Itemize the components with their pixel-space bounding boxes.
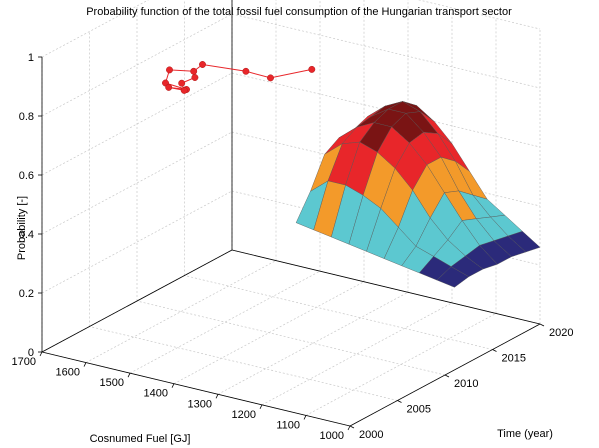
axis-line bbox=[41, 249, 233, 353]
series-marker bbox=[308, 65, 316, 73]
series-marker bbox=[191, 74, 199, 81]
y-tick-label: 2005 bbox=[407, 404, 431, 416]
x-tick-label: 1100 bbox=[276, 419, 300, 431]
y-tick-mark bbox=[539, 323, 545, 327]
series-marker bbox=[242, 67, 250, 75]
chart-title: Probability function of the total fossil… bbox=[86, 6, 512, 18]
x-tick-mark bbox=[303, 415, 307, 420]
z-tick-label: 0.8 bbox=[19, 111, 34, 123]
series-line bbox=[162, 61, 316, 94]
grid-line-year-floor bbox=[89, 326, 398, 401]
tick-labels: 1000 1100 1200 1300 1400 1500 1600 1700 2000 2005… bbox=[12, 52, 574, 442]
grid-line-prob-wall2 bbox=[231, 72, 541, 148]
series-marker bbox=[166, 66, 173, 74]
x-tick-label: 1400 bbox=[144, 388, 168, 400]
surface-patch bbox=[436, 266, 470, 288]
z-tick-label: 1 bbox=[28, 52, 34, 64]
y-tick-mark bbox=[349, 425, 355, 429]
x-tick-label: 1500 bbox=[100, 377, 124, 389]
series-marker bbox=[165, 83, 173, 91]
y-axis-label: Time (year) bbox=[497, 428, 553, 440]
x-tick-mark bbox=[39, 351, 43, 357]
x-tick-label: 1200 bbox=[232, 409, 256, 421]
grid-line-prob-wall2 bbox=[231, 13, 541, 89]
z-tick-label: 0.6 bbox=[19, 170, 34, 182]
x-tick-mark bbox=[83, 362, 87, 367]
axes-frame bbox=[41, 0, 541, 427]
x-tick-label: 1600 bbox=[56, 367, 80, 379]
y-tick-label: 2020 bbox=[549, 327, 573, 339]
x-tick-mark bbox=[127, 372, 131, 378]
series-marker bbox=[180, 86, 188, 94]
series-marker bbox=[199, 61, 206, 68]
z-axis-label: Probability [-] bbox=[16, 196, 28, 260]
y-tick-mark bbox=[397, 400, 402, 403]
series-marker bbox=[190, 67, 198, 75]
x-tick-label: 1300 bbox=[188, 398, 212, 410]
y-tick-label: 2015 bbox=[502, 353, 526, 365]
grid-line-year-floor bbox=[136, 300, 446, 376]
z-tick-label: 0.2 bbox=[19, 288, 34, 300]
axis-line bbox=[231, 249, 541, 325]
z-tick-label: 0.4 bbox=[19, 229, 34, 241]
grid-line-prob-wall2 bbox=[231, 131, 541, 207]
x-tick-mark bbox=[259, 404, 263, 410]
x-tick-mark bbox=[347, 425, 351, 431]
x-tick-label: 1700 bbox=[12, 356, 36, 368]
y-tick-mark bbox=[492, 349, 497, 352]
grid-line-prob-wall2 bbox=[231, 190, 541, 266]
y-tick-mark bbox=[444, 374, 450, 378]
y-tick-label: 2000 bbox=[359, 429, 383, 441]
grid-line-fuel-floor bbox=[217, 291, 409, 395]
axis-line bbox=[41, 351, 351, 427]
series-marker bbox=[178, 79, 186, 87]
x-tick-label: 1000 bbox=[320, 430, 344, 442]
z-tick-label: 0 bbox=[28, 347, 34, 359]
grid-line-fuel-floor bbox=[261, 302, 453, 406]
grid-line-year-floor bbox=[184, 275, 493, 350]
x-tick-mark bbox=[215, 394, 219, 399]
probability-surface bbox=[295, 101, 541, 288]
x-tick-mark bbox=[171, 383, 175, 388]
x-axis-label: Cosnumed Fuel [GJ] bbox=[90, 433, 191, 445]
y-tick-label: 2010 bbox=[454, 378, 478, 390]
series-marker bbox=[267, 74, 274, 82]
